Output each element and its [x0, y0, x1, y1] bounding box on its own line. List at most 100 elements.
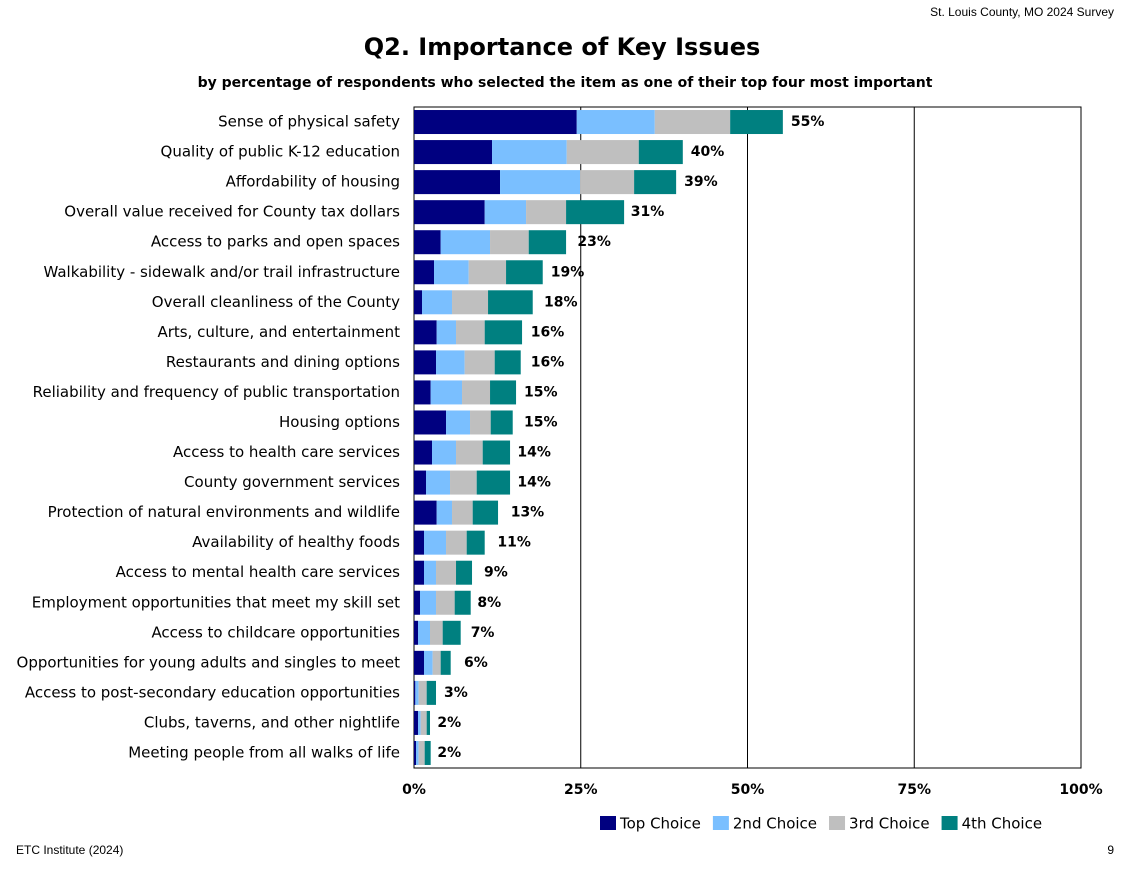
- bar-segment: [414, 740, 417, 765]
- bar-segment: [418, 680, 427, 705]
- bar-segment: [464, 350, 495, 375]
- bar-segment: [634, 170, 677, 195]
- bar-segment: [436, 350, 465, 375]
- bar-segment: [456, 560, 473, 585]
- bar-segment: [434, 260, 469, 285]
- bar-segment: [414, 170, 501, 195]
- total-label: 18%: [544, 294, 578, 310]
- bar-segment: [414, 500, 437, 525]
- bar-segment: [414, 650, 425, 675]
- bar-segment: [414, 290, 423, 315]
- bar-segment: [416, 740, 419, 765]
- total-label: 15%: [524, 384, 558, 400]
- bar-segment: [436, 590, 455, 615]
- total-label: 16%: [531, 354, 565, 370]
- total-label: 14%: [517, 445, 551, 461]
- bar-segment: [484, 320, 523, 345]
- bar-segment: [580, 170, 635, 195]
- x-tick-label: 0%: [402, 782, 426, 798]
- bar-segment: [488, 290, 533, 315]
- y-tick-label: Access to childcare opportunities: [151, 623, 400, 641]
- total-label: 6%: [464, 655, 488, 671]
- bar-segment: [420, 590, 437, 615]
- bar-segment: [446, 410, 471, 435]
- bar-segment: [424, 530, 447, 555]
- total-label: 39%: [684, 174, 718, 190]
- bar-segment: [414, 410, 447, 435]
- total-label: 7%: [471, 625, 495, 641]
- bar-segment: [414, 380, 431, 405]
- bar-segment: [638, 140, 683, 165]
- bar-segment: [426, 710, 431, 735]
- bar-segment: [414, 320, 437, 345]
- chart-subtitle: by percentage of respondents who selecte…: [198, 75, 933, 91]
- bar-segment: [418, 710, 421, 735]
- bar-segment: [424, 560, 437, 585]
- bar-segment: [654, 110, 731, 135]
- legend-label: Top Choice: [619, 815, 701, 833]
- total-label: 9%: [484, 565, 508, 581]
- y-tick-label: Opportunities for young adults and singl…: [17, 653, 401, 671]
- total-label: 40%: [691, 144, 725, 160]
- y-tick-label: Employment opportunities that meet my sk…: [32, 593, 400, 611]
- bar-segment: [414, 230, 441, 255]
- bar-segment: [414, 260, 435, 285]
- bar-segment: [432, 650, 441, 675]
- y-tick-label: Access to post-secondary education oppor…: [25, 683, 400, 701]
- legend-swatch: [600, 816, 616, 830]
- bar-segment: [414, 590, 421, 615]
- page-number: 9: [1107, 843, 1114, 857]
- bar-segment: [414, 560, 425, 585]
- bar-segment: [426, 470, 451, 495]
- x-tick-label: 25%: [564, 782, 598, 798]
- bar-segment: [424, 740, 431, 765]
- bar-segment: [482, 440, 511, 465]
- y-tick-label: Meeting people from all walks of life: [128, 743, 400, 761]
- bar-segment: [730, 110, 783, 135]
- bar-segment: [490, 230, 529, 255]
- bar-segment: [414, 350, 437, 375]
- total-label: 16%: [531, 324, 565, 340]
- chart-title: Q2. Importance of Key Issues: [364, 33, 761, 61]
- y-tick-label: Access to health care services: [173, 443, 400, 461]
- bar-segment: [414, 200, 485, 225]
- y-tick-label: Clubs, taverns, and other nightlife: [144, 713, 400, 731]
- bar-segment: [414, 110, 577, 135]
- y-tick-label: Reliability and frequency of public tran…: [33, 383, 400, 401]
- total-label: 19%: [551, 264, 585, 280]
- y-tick-label: Housing options: [279, 413, 400, 431]
- y-tick-label: Arts, culture, and entertainment: [157, 323, 400, 341]
- bar-segment: [430, 380, 463, 405]
- y-tick-label: Affordability of housing: [226, 173, 400, 191]
- bar-segment: [414, 620, 419, 645]
- bar-segment: [436, 320, 457, 345]
- legend-swatch: [829, 816, 846, 830]
- bar-segment: [484, 200, 527, 225]
- bar-segment: [415, 680, 419, 705]
- bar-segment: [490, 410, 513, 435]
- legend-label: 3rd Choice: [849, 815, 930, 833]
- total-label: 13%: [511, 505, 545, 521]
- bar-segment: [414, 440, 433, 465]
- total-label: 11%: [497, 535, 531, 551]
- bar-segment: [576, 110, 655, 135]
- x-tick-label: 50%: [731, 782, 765, 798]
- bar-segment: [490, 380, 517, 405]
- total-label: 14%: [517, 475, 551, 491]
- bar-segment: [526, 200, 567, 225]
- bar-segment: [528, 230, 567, 255]
- bar-segment: [492, 140, 567, 165]
- y-tick-label: County government services: [184, 473, 400, 491]
- y-tick-label: Restaurants and dining options: [166, 353, 400, 371]
- bar-segment: [414, 710, 419, 735]
- y-tick-label: Sense of physical safety: [218, 113, 400, 131]
- bar-segment: [450, 470, 477, 495]
- bar-segment: [446, 530, 467, 555]
- footer: ETC Institute (2024): [16, 843, 123, 857]
- bar-segment: [472, 500, 499, 525]
- bar-segment: [414, 530, 425, 555]
- y-tick-label: Overall cleanliness of the County: [152, 293, 400, 311]
- bar-segment: [470, 410, 491, 435]
- bar-segment: [414, 470, 427, 495]
